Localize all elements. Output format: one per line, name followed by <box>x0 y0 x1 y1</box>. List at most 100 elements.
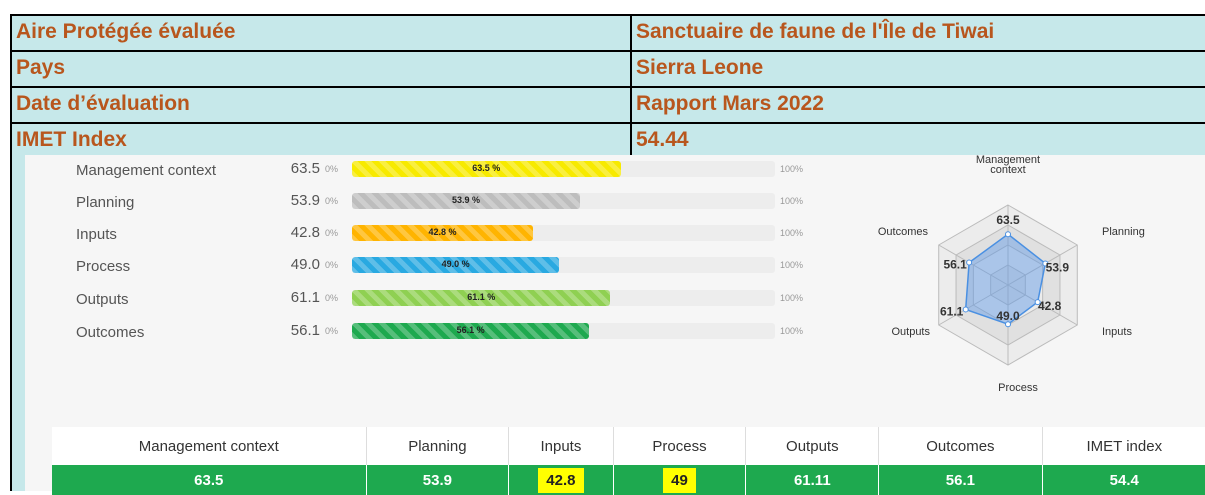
header-value: Sanctuaire de faune de l'Île de Tiwai <box>636 20 995 43</box>
radar-spoke <box>1007 244 1078 286</box>
header-row: Pays Sierra Leone <box>12 52 1205 88</box>
bar-value: 49.0 <box>290 256 320 273</box>
scale-min: 0% <box>325 164 339 174</box>
radar-value-label: 61.1 <box>940 304 964 318</box>
bar-track: 56.1 % <box>352 323 775 339</box>
bar-percent-label: 49.0 % <box>441 259 470 269</box>
radar-point <box>1042 260 1049 267</box>
scale-max: 100% <box>780 228 804 238</box>
header-value: 54.44 <box>636 128 689 151</box>
header-value: Sierra Leone <box>636 56 764 79</box>
table-value-text: 49 <box>663 467 696 493</box>
bar-value: 63.5 <box>290 160 320 177</box>
table-header: Inputs <box>508 427 614 465</box>
scale-min: 0% <box>325 196 339 206</box>
radar-spoke <box>938 284 1009 326</box>
scale-min: 0% <box>325 228 339 238</box>
bar-value: 42.8 <box>290 224 320 241</box>
bar-fill: 61.1 % <box>352 290 611 306</box>
radar-point <box>962 306 969 313</box>
header-table: Aire Protégée évaluée Sanctuaire de faune… <box>10 14 1205 162</box>
radar-value-label: 49.0 <box>996 309 1020 323</box>
radar-axis-label: Management context <box>976 155 1040 176</box>
bar-percent-label: 42.8 % <box>428 227 457 237</box>
radar-chart: 63.5 Management context 53.9 Planning 42.8 Inp… <box>878 155 1145 394</box>
radar-point <box>966 259 973 266</box>
table-header: Process <box>613 427 747 465</box>
header-label: Aire Protégée évaluée <box>12 16 632 50</box>
table-value: 56.1 <box>878 465 1043 495</box>
bar-fill: 42.8 % <box>352 225 534 241</box>
header-label: Date d’évaluation <box>12 88 632 122</box>
bar-label: Outputs <box>76 291 129 308</box>
header-value: Rapport Mars 2022 <box>636 92 824 115</box>
bar-percent-label: 53.9 % <box>451 195 480 205</box>
header-label: Pays <box>12 52 632 86</box>
bar-label: Management context <box>76 162 217 179</box>
scale-max: 100% <box>780 164 804 174</box>
bar-track: 53.9 % <box>352 193 775 209</box>
scale-max: 100% <box>780 326 804 336</box>
table-value-text: 56.1 <box>945 471 975 489</box>
radar-axis-label: Outcomes <box>878 226 929 238</box>
bar-value: 56.1 <box>290 322 320 339</box>
bar-value: 53.9 <box>290 192 320 209</box>
bar-fill: 63.5 % <box>352 161 621 177</box>
scale-min: 0% <box>325 293 339 303</box>
bar-fill: 56.1 % <box>352 323 590 339</box>
bar-track: 49.0 % <box>352 257 775 273</box>
radar-value-label: 56.1 <box>943 258 967 272</box>
radar-spoke <box>938 244 1009 286</box>
table-header: Management context <box>52 427 367 465</box>
radar-spoke <box>1007 284 1078 326</box>
radar-axis-label: Planning <box>1102 226 1145 238</box>
scale-min: 0% <box>325 260 339 270</box>
table-value-text: 63.5 <box>194 471 224 489</box>
scale-max: 100% <box>780 293 804 303</box>
table-value-text: 53.9 <box>422 471 452 489</box>
bar-track: 61.1 % <box>352 290 775 306</box>
radar-axis-label: Inputs <box>1102 326 1132 338</box>
radar-point <box>1005 231 1011 238</box>
table-value: 54.4 <box>1042 465 1205 495</box>
header-row: Date d’évaluation Rapport Mars 2022 <box>12 88 1205 124</box>
scale-max: 100% <box>780 196 804 206</box>
bar-track: 63.5 % <box>352 161 775 177</box>
table-value-text: 61.11 <box>793 471 831 489</box>
table-header-row: Management context Planning Inputs Process O… <box>52 427 1205 465</box>
bar-percent-label: 56.1 % <box>456 325 485 335</box>
radar-axis-label: Outputs <box>891 326 930 338</box>
radar-value-label: 63.5 <box>996 213 1020 227</box>
table-header: Outcomes <box>878 427 1043 465</box>
radar-axis-label: Process <box>998 382 1038 394</box>
bar-label: Process <box>76 258 131 275</box>
table-value: 53.9 <box>366 465 510 495</box>
radar-value-label: 42.8 <box>1038 299 1062 313</box>
header-label: IMET Index <box>12 124 632 160</box>
table-header: IMET index <box>1042 427 1205 465</box>
table-value: 42.8 <box>508 465 614 495</box>
bar-percent-label: 63.5 % <box>472 163 501 173</box>
table-value: 63.5 <box>52 465 367 495</box>
radar-point <box>1005 321 1011 328</box>
summary-table: Management context Planning Inputs Process O… <box>52 427 1205 495</box>
bar-percent-label: 61.1 % <box>467 292 496 302</box>
table-header: Planning <box>366 427 510 465</box>
scale-min: 0% <box>325 326 339 336</box>
scale-max: 100% <box>780 260 804 270</box>
side-strip <box>12 155 25 491</box>
table-value-text: 42.8 <box>538 467 584 493</box>
table-header: Outputs <box>745 427 880 465</box>
bar-label: Planning <box>76 194 135 211</box>
table-value-row: 63.5 53.9 42.8 49 61.11 56.1 54.4 <box>52 465 1205 495</box>
bar-label: Outcomes <box>76 324 145 341</box>
bar-fill: 53.9 % <box>352 193 580 209</box>
dashboard-panel: Management context 63.5 0% 63.5 % 100% Planni… <box>10 155 1205 495</box>
radar-point <box>1034 299 1041 306</box>
bar-track: 42.8 % <box>352 225 775 241</box>
radar-value-label: 53.9 <box>1046 260 1070 274</box>
table-value: 61.11 <box>745 465 880 495</box>
bar-value: 61.1 <box>290 289 320 306</box>
